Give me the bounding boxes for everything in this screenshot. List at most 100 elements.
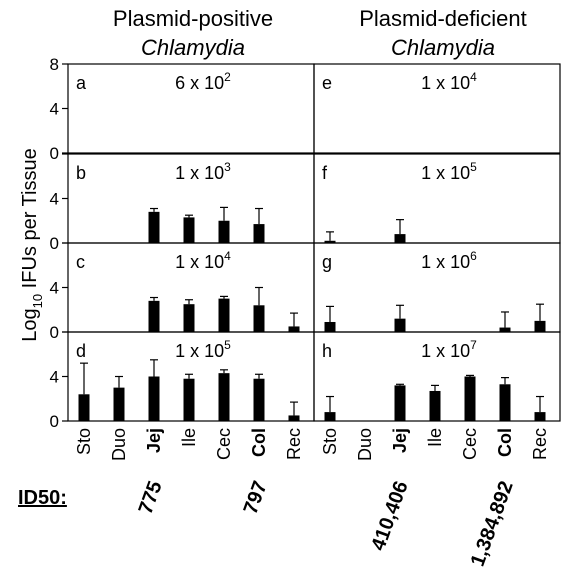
panel-letter: f <box>322 163 328 183</box>
panel-dose: 1 x 105 <box>421 160 477 183</box>
bar-c-Rec <box>288 326 300 332</box>
dose-base: 1 x 10 <box>421 341 470 361</box>
id50-value-right-Jej: 410,406 <box>367 478 412 553</box>
bar-b-Col <box>253 224 265 243</box>
id50-value-left-Col: 797 <box>240 478 272 517</box>
dose-base: 1 x 10 <box>175 252 224 272</box>
panel-e: e 1 x 104 <box>313 63 561 154</box>
category-label-right-Jej: Jej <box>390 428 410 453</box>
right-header-line2: Chlamydia <box>391 35 495 60</box>
bar-d-Sto <box>78 394 90 421</box>
y-tick-label: 4 <box>50 100 59 119</box>
category-label-right-Ile: Ile <box>425 428 445 447</box>
dose-base: 6 x 10 <box>175 73 224 93</box>
dose-exponent: 5 <box>224 338 231 352</box>
bar-g-Rec <box>534 320 546 332</box>
panel-b: b 1 x 103 0 4 <box>50 153 315 253</box>
bar-d-Cec <box>218 373 230 421</box>
category-label-left-Col: Col <box>249 428 269 457</box>
y-axis-label-subscript: 10 <box>30 294 45 308</box>
panel-letter: h <box>322 341 332 361</box>
category-label-right-Rec: Rec <box>530 428 550 460</box>
y-tick-label: 4 <box>50 368 59 387</box>
dose-exponent: 2 <box>224 70 231 84</box>
category-label-left-Jej: Jej <box>144 428 164 453</box>
dose-exponent: 7 <box>470 338 477 352</box>
bar-c-Col <box>253 305 265 332</box>
panel-letter: a <box>76 73 87 93</box>
bar-h-Col <box>499 384 511 421</box>
bar-h-Jej <box>394 385 406 421</box>
panel-dose: 1 x 104 <box>421 70 477 93</box>
left-header-line1: Plasmid-positive <box>113 6 273 31</box>
right-header-line1: Plasmid-deficient <box>359 6 527 31</box>
category-label-left-Sto: Sto <box>74 428 94 455</box>
y-tick-label: 4 <box>50 279 59 298</box>
left-header-line2: Chlamydia <box>141 35 245 60</box>
bar-h-Sto <box>324 412 336 421</box>
id50-values: 775 797 410,406 1,384,892 <box>135 478 518 569</box>
panel-frame <box>313 63 561 154</box>
bar-h-Cec <box>464 376 476 421</box>
dose-base: 1 x 10 <box>421 73 470 93</box>
dose-exponent: 6 <box>470 249 477 263</box>
bar-d-Ile <box>183 378 195 421</box>
panel-d: d 1 x 105 0 4 <box>50 331 315 431</box>
panel-letter: b <box>76 163 86 183</box>
panel-dose: 6 x 102 <box>175 70 231 93</box>
bar-b-Jej <box>148 211 160 243</box>
panel-h: h 1 x 107 <box>313 331 561 422</box>
bar-b-Cec <box>218 220 230 243</box>
bar-h-Ile <box>429 390 441 421</box>
category-label-left-Duo: Duo <box>109 428 129 461</box>
panel-dose: 1 x 106 <box>421 249 477 272</box>
panel-a: a 6 x 102 0 4 8 <box>50 55 315 163</box>
dose-base: 1 x 10 <box>421 252 470 272</box>
y-tick-label: 0 <box>50 234 59 253</box>
y-tick-label: 4 <box>50 190 59 209</box>
y-axis-label-prefix: Log <box>19 308 41 341</box>
category-label-right-Col: Col <box>495 428 515 457</box>
y-tick-label: 8 <box>50 55 59 74</box>
bar-c-Cec <box>218 298 230 332</box>
bar-g-Col <box>499 327 511 332</box>
category-label-right-Duo: Duo <box>355 428 375 461</box>
y-tick-label: 0 <box>50 144 59 163</box>
panel-letter: d <box>76 341 86 361</box>
panel-dose: 1 x 104 <box>175 249 231 272</box>
panel-g: g 1 x 106 <box>313 242 561 333</box>
panel-dose: 1 x 107 <box>421 338 477 361</box>
bar-f-Sto <box>324 240 336 243</box>
category-label-right-Cec: Cec <box>460 428 480 460</box>
bar-g-Sto <box>324 321 336 332</box>
panel-letter: e <box>322 73 332 93</box>
panel-letter: c <box>76 252 85 272</box>
id50-value-right-Col: 1,384,892 <box>467 478 518 569</box>
y-axis-label-suffix: IFUs per Tissue <box>19 148 41 294</box>
dose-base: 1 x 10 <box>175 163 224 183</box>
category-labels: Sto Duo Jej Ile Cec Col Rec Sto Duo Jej Ile Cec Col R… <box>74 428 550 461</box>
y-axis-label: Log10 IFUs per Tissue <box>19 148 45 341</box>
dose-exponent: 5 <box>470 160 477 174</box>
id50-label: ID50: <box>18 487 67 509</box>
id50-value-left-Jej: 775 <box>135 478 167 517</box>
panel-letter: g <box>322 252 332 272</box>
bar-d-Jej <box>148 376 160 421</box>
bar-g-Jej <box>394 318 406 332</box>
dose-base: 1 x 10 <box>175 341 224 361</box>
y-tick-label: 0 <box>50 412 59 431</box>
dose-exponent: 3 <box>224 160 231 174</box>
dose-base: 1 x 10 <box>421 163 470 183</box>
dose-exponent: 4 <box>470 70 477 84</box>
bar-h-Rec <box>534 412 546 421</box>
panel-dose: 1 x 103 <box>175 160 231 183</box>
bar-d-Rec <box>288 415 300 421</box>
category-label-left-Cec: Cec <box>214 428 234 460</box>
dose-exponent: 4 <box>224 249 231 263</box>
bar-b-Ile <box>183 217 195 243</box>
panel-dose: 1 x 105 <box>175 338 231 361</box>
bar-d-Col <box>253 378 265 421</box>
bar-c-Ile <box>183 304 195 332</box>
